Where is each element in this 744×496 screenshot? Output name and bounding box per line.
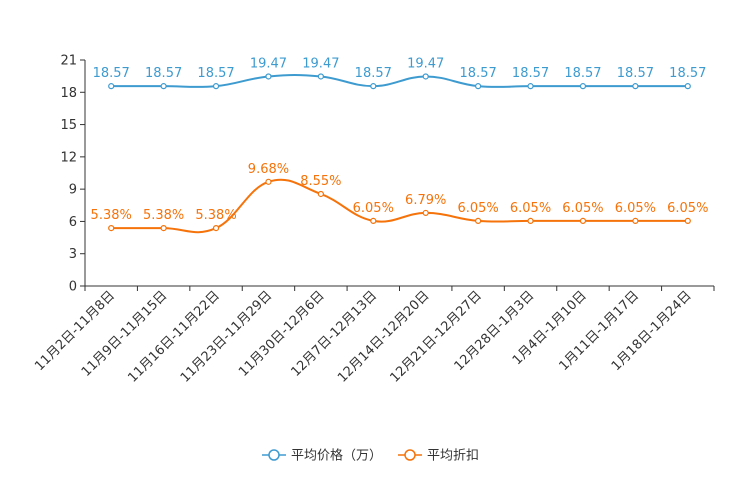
data-point bbox=[317, 190, 324, 198]
data-label: 6.05% bbox=[615, 201, 656, 216]
data-label: 18.57 bbox=[617, 66, 654, 81]
data-point bbox=[370, 217, 377, 224]
y-tick-label: 0 bbox=[69, 280, 77, 295]
data-label: 6.05% bbox=[353, 201, 394, 216]
legend-label: 平均折扣 bbox=[427, 449, 479, 464]
data-point bbox=[108, 83, 115, 90]
y-tick-label: 9 bbox=[69, 183, 77, 198]
data-point bbox=[475, 83, 482, 90]
data-point bbox=[684, 83, 691, 90]
y-tick-label: 15 bbox=[60, 118, 77, 133]
y-tick-label: 12 bbox=[60, 150, 77, 165]
data-label: 18.57 bbox=[197, 66, 234, 81]
data-point bbox=[579, 83, 587, 90]
series-1: 18.57 18.57 18.57 19.47 19.47 18.57 19.47 18.57… bbox=[93, 56, 706, 90]
data-label: 18.57 bbox=[669, 66, 706, 81]
y-tick-label: 21 bbox=[60, 54, 77, 69]
data-label: 6.05% bbox=[562, 201, 603, 216]
series-line bbox=[111, 74, 688, 89]
legend-marker bbox=[404, 449, 416, 461]
data-label: 6.05% bbox=[667, 201, 708, 216]
legend-item-2[interactable]: 平均折扣 bbox=[398, 449, 479, 464]
y-tick-label: 3 bbox=[69, 247, 77, 262]
x-tick-label: 11月16日-11月22日 bbox=[125, 288, 222, 385]
data-point bbox=[265, 73, 272, 80]
data-point bbox=[160, 225, 167, 232]
data-point bbox=[579, 217, 587, 224]
data-point bbox=[684, 217, 691, 224]
series-layer: 18.57 18.57 18.57 19.47 19.47 18.57 19.47 18.57… bbox=[91, 56, 708, 234]
data-point bbox=[212, 83, 220, 90]
data-point bbox=[212, 225, 220, 232]
data-point bbox=[527, 217, 534, 224]
series-line bbox=[111, 178, 688, 234]
legend-item-1[interactable]: 平均价格（万） bbox=[262, 448, 382, 464]
data-label: 19.47 bbox=[302, 56, 339, 71]
data-label: 9.68% bbox=[248, 162, 289, 177]
data-point bbox=[265, 178, 272, 185]
data-label: 5.38% bbox=[195, 208, 236, 223]
data-label: 19.47 bbox=[407, 56, 444, 71]
data-label: 18.57 bbox=[512, 66, 549, 81]
data-point bbox=[632, 217, 639, 224]
data-point bbox=[632, 83, 639, 90]
data-point bbox=[370, 83, 377, 90]
data-point bbox=[422, 73, 429, 80]
data-point bbox=[160, 83, 167, 90]
data-point bbox=[108, 225, 115, 232]
legend-marker bbox=[268, 449, 280, 461]
x-tick-label: 12月14日-12月20日 bbox=[335, 288, 432, 385]
series-2: 5.38% 5.38% 5.38% 9.68% 8.55% 6.05% 6.79% 6.05%… bbox=[91, 162, 708, 234]
data-label: 6.05% bbox=[457, 201, 498, 216]
data-point bbox=[317, 73, 324, 80]
x-tick-label: 12月21日-12月27日 bbox=[387, 288, 484, 385]
data-label: 19.47 bbox=[250, 56, 287, 71]
data-point bbox=[527, 83, 534, 90]
data-label: 18.57 bbox=[145, 66, 182, 81]
data-label: 18.57 bbox=[564, 66, 601, 81]
data-label: 18.57 bbox=[355, 66, 392, 81]
data-point bbox=[475, 217, 482, 224]
y-tick-label: 18 bbox=[60, 86, 77, 101]
data-label: 8.55% bbox=[300, 174, 341, 189]
data-label: 6.05% bbox=[510, 201, 551, 216]
data-point bbox=[422, 209, 429, 217]
data-label: 18.57 bbox=[93, 66, 130, 81]
data-label: 5.38% bbox=[91, 208, 132, 223]
data-label: 18.57 bbox=[460, 66, 497, 81]
legend[interactable]: 平均价格（万） 平均折扣 bbox=[262, 448, 479, 464]
y-tick-label: 6 bbox=[69, 215, 77, 230]
legend-label: 平均价格（万） bbox=[291, 448, 382, 464]
data-label: 5.38% bbox=[143, 208, 184, 223]
x-tick-label: 11月23日-11月29日 bbox=[178, 288, 275, 385]
data-label: 6.79% bbox=[405, 193, 446, 208]
